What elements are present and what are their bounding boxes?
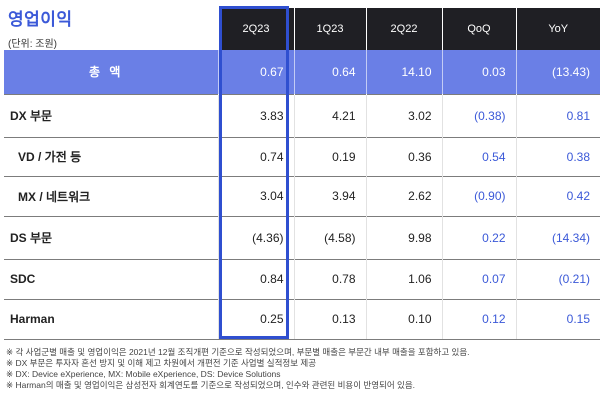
cell: 0.19 xyxy=(293,136,366,176)
total-cell: 0.64 xyxy=(293,50,366,94)
cell: 3.04 xyxy=(217,175,294,216)
cell: (0.38) xyxy=(441,93,516,137)
header-blank xyxy=(4,8,218,50)
cell: 0.12 xyxy=(441,298,516,340)
cell: 3.83 xyxy=(217,93,294,137)
row-label: MX / 네트워크 xyxy=(4,175,218,216)
cell: 0.42 xyxy=(515,175,600,216)
cell: 1.06 xyxy=(365,258,442,299)
cell: 9.98 xyxy=(365,215,442,259)
cell: (14.34) xyxy=(515,215,600,259)
cell: 0.25 xyxy=(217,298,294,340)
cell: 0.36 xyxy=(365,136,442,176)
table-row: Harman 0.25 0.13 0.10 0.12 0.15 xyxy=(4,298,600,340)
operating-profit-table: 2Q23 1Q23 2Q22 QoQ YoY 총 액 0.67 0.64 14.… xyxy=(4,8,600,340)
cell: 0.54 xyxy=(441,136,516,176)
cell: 2.62 xyxy=(365,175,442,216)
footnote: ※ 각 사업군별 매출 및 영업이익은 2021년 12월 조직개편 기준으로 … xyxy=(6,347,470,357)
cell: 0.10 xyxy=(365,298,442,340)
row-label: SDC xyxy=(4,258,218,299)
header-row: 2Q23 1Q23 2Q22 QoQ YoY xyxy=(4,8,600,50)
table-row: VD / 가전 등 0.74 0.19 0.36 0.54 0.38 xyxy=(4,136,600,176)
col-header-yoy: YoY xyxy=(515,8,600,50)
cell: 0.74 xyxy=(217,136,294,176)
cell: (4.58) xyxy=(293,215,366,259)
total-cell: 14.10 xyxy=(365,50,442,94)
total-label: 총 액 xyxy=(4,50,218,94)
cell: 0.07 xyxy=(441,258,516,299)
cell: 0.13 xyxy=(293,298,366,340)
footnote: ※ DX 부문은 투자자 혼선 방지 및 이해 제고 차원에서 개편전 기준 사… xyxy=(6,358,317,368)
table-row: DS 부문 (4.36) (4.58) 9.98 0.22 (14.34) xyxy=(4,215,600,259)
cell: 0.22 xyxy=(441,215,516,259)
cell: (0.21) xyxy=(515,258,600,299)
footnote: ※ DX: Device eXperience, MX: Mobile eXpe… xyxy=(6,369,281,379)
footnote: ※ Harman의 매출 및 영업이익은 삼성전자 회계연도를 기준으로 작성되… xyxy=(6,380,416,390)
col-header-qoq: QoQ xyxy=(441,8,516,50)
col-header-1q23: 1Q23 xyxy=(293,8,366,50)
col-header-2q22: 2Q22 xyxy=(365,8,442,50)
cell: 4.21 xyxy=(293,93,366,137)
cell: 0.81 xyxy=(515,93,600,137)
cell: 0.15 xyxy=(515,298,600,340)
total-cell: 0.03 xyxy=(441,50,516,94)
table-row: SDC 0.84 0.78 1.06 0.07 (0.21) xyxy=(4,258,600,299)
cell: 3.94 xyxy=(293,175,366,216)
cell: 0.78 xyxy=(293,258,366,299)
total-cell: (13.43) xyxy=(515,50,600,94)
col-header-2q23: 2Q23 xyxy=(217,8,294,50)
cell: (0.90) xyxy=(441,175,516,216)
unit-label: (단위: 조원) xyxy=(8,39,58,50)
cell: 0.38 xyxy=(515,136,600,176)
page-title: 영업이익 xyxy=(8,10,73,29)
table-row: DX 부문 3.83 4.21 3.02 (0.38) 0.81 xyxy=(4,93,600,137)
cell: 3.02 xyxy=(365,93,442,137)
row-label: Harman xyxy=(4,298,218,340)
total-cell: 0.67 xyxy=(217,50,294,94)
total-row: 총 액 0.67 0.64 14.10 0.03 (13.43) xyxy=(4,50,600,94)
row-label: VD / 가전 등 xyxy=(4,136,218,176)
footnotes: ※ 각 사업군별 매출 및 영업이익은 2021년 12월 조직개편 기준으로 … xyxy=(6,347,596,391)
row-label: DX 부문 xyxy=(4,93,218,137)
table-row: MX / 네트워크 3.04 3.94 2.62 (0.90) 0.42 xyxy=(4,175,600,216)
row-label: DS 부문 xyxy=(4,215,218,259)
cell: (4.36) xyxy=(217,215,294,259)
cell: 0.84 xyxy=(217,258,294,299)
